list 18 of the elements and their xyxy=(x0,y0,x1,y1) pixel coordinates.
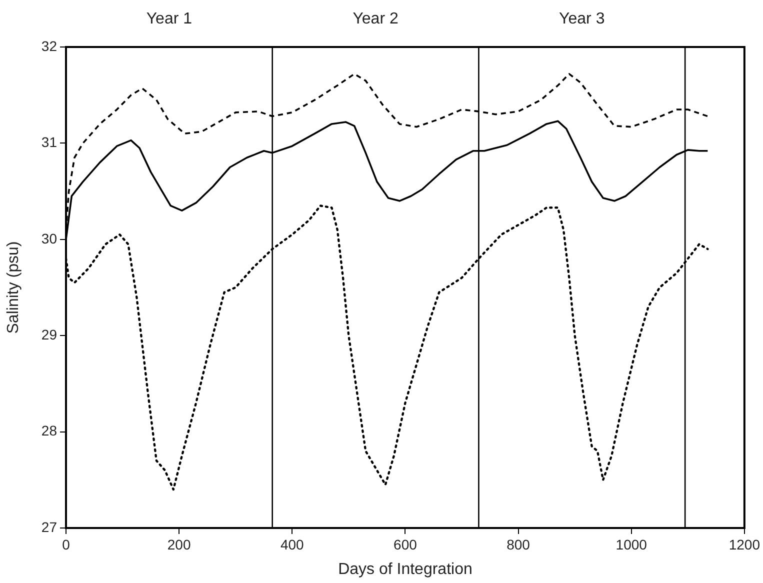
y-axis-title: Salinity (psu) xyxy=(5,241,22,334)
y-tick-label: 28 xyxy=(41,422,58,439)
y-tick-label: 29 xyxy=(41,326,58,342)
x-tick-label: 1000 xyxy=(616,536,648,552)
y-tick-label: 27 xyxy=(41,518,58,535)
x-tick-label: 800 xyxy=(506,536,530,552)
x-tick-label: 400 xyxy=(280,536,304,552)
text: Year 3 xyxy=(559,10,605,28)
y-tick-label: 32 xyxy=(41,38,58,54)
x-tick-label: 0 xyxy=(62,536,70,552)
y-tick-label: 31 xyxy=(41,134,58,150)
y-tick-label: 30 xyxy=(41,230,58,246)
text: Year 2 xyxy=(352,10,398,28)
x-tick-label: 200 xyxy=(167,536,191,552)
x-tick-label: 1200 xyxy=(728,536,760,552)
text: Year 1 xyxy=(146,10,192,28)
x-tick-label: 600 xyxy=(394,536,418,552)
x-axis-title: Days of Integration xyxy=(338,560,472,578)
